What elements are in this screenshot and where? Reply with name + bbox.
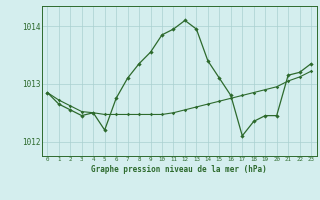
X-axis label: Graphe pression niveau de la mer (hPa): Graphe pression niveau de la mer (hPa) xyxy=(91,165,267,174)
